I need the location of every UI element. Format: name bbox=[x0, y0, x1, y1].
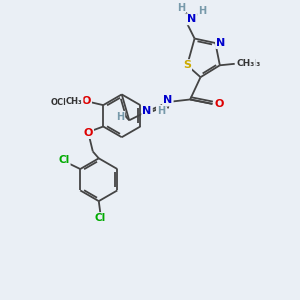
Text: H: H bbox=[198, 6, 206, 16]
Text: H: H bbox=[198, 6, 206, 16]
Text: O: O bbox=[214, 99, 224, 109]
Text: N: N bbox=[216, 38, 225, 48]
Text: N: N bbox=[187, 14, 196, 24]
Text: Cl: Cl bbox=[58, 155, 70, 165]
Text: H: H bbox=[116, 112, 124, 122]
Text: H: H bbox=[116, 112, 124, 122]
Text: N: N bbox=[187, 14, 196, 24]
Text: O: O bbox=[82, 96, 91, 106]
Text: H: H bbox=[177, 3, 185, 13]
Text: Cl: Cl bbox=[94, 213, 106, 224]
Text: S: S bbox=[183, 60, 191, 70]
Text: CH₃: CH₃ bbox=[66, 97, 83, 106]
Text: Cl: Cl bbox=[94, 213, 106, 224]
Text: CH₃: CH₃ bbox=[66, 97, 83, 106]
Text: N: N bbox=[216, 38, 225, 48]
Text: O: O bbox=[82, 96, 91, 106]
Text: N: N bbox=[163, 95, 172, 105]
Text: N: N bbox=[142, 106, 152, 116]
Text: OCH₃: OCH₃ bbox=[51, 98, 74, 106]
Text: CH₃: CH₃ bbox=[237, 59, 255, 68]
Text: O: O bbox=[214, 99, 224, 109]
Text: Cl: Cl bbox=[58, 155, 70, 165]
Text: H: H bbox=[177, 3, 185, 13]
Text: H: H bbox=[157, 106, 165, 116]
Text: O: O bbox=[84, 128, 93, 138]
Text: N: N bbox=[142, 106, 152, 116]
Text: O: O bbox=[84, 128, 93, 138]
Text: CH₃: CH₃ bbox=[242, 59, 260, 68]
Text: H: H bbox=[157, 106, 165, 116]
Text: S: S bbox=[183, 60, 191, 70]
Text: N: N bbox=[163, 95, 172, 105]
